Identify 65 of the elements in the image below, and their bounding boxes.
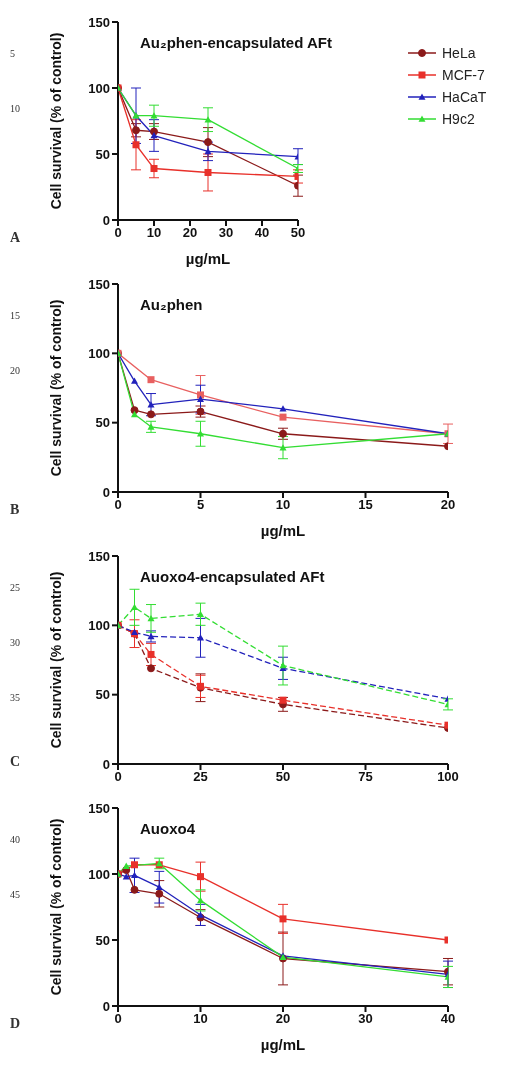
text: 30 — [10, 637, 20, 648]
legend-label: H9c2 — [442, 111, 475, 127]
text: 10 — [10, 103, 20, 114]
x-tick-label: 50 — [275, 769, 291, 785]
x-tick-label: 0 — [114, 225, 122, 241]
text: 35 — [10, 692, 20, 703]
y-tick-label: 0 — [102, 212, 110, 228]
x-tick-label: 40 — [440, 1011, 456, 1027]
x-tick-label: 20 — [275, 1011, 291, 1027]
y-tick-label: 100 — [88, 80, 110, 96]
y-tick-label: 100 — [88, 345, 110, 361]
y-tick-label: 0 — [102, 998, 110, 1014]
text: Auoxo4-encapsulated AFt — [140, 568, 325, 585]
x-tick-label: 20 — [440, 497, 456, 513]
x-tick-label: 0 — [114, 769, 122, 785]
y-tick-label: 150 — [88, 800, 110, 816]
text: 5 — [10, 48, 15, 59]
y-tick-label: 50 — [95, 932, 110, 948]
y-tick-label: 100 — [88, 866, 110, 882]
y-axis-title: Cell survival (% of control) — [47, 571, 64, 749]
x-tick-label: 30 — [218, 225, 234, 241]
legend-label: HeLa — [442, 45, 476, 61]
text: 25 — [10, 582, 20, 593]
x-tick-label: 0 — [114, 1011, 122, 1027]
x-axis-title: µg/mL — [260, 1036, 306, 1053]
x-tick-label: 50 — [290, 225, 306, 241]
x-tick-label: 10 — [193, 1011, 208, 1027]
x-tick-label: 0 — [114, 497, 122, 513]
text: 45 — [10, 889, 20, 900]
x-axis-title: µg/mL — [260, 522, 306, 539]
x-axis-title: µg/mL — [185, 250, 231, 267]
x-tick-label: 5 — [196, 497, 205, 513]
y-axis-title: Cell survival (% of control) — [47, 818, 64, 996]
x-tick-label: 10 — [275, 497, 291, 513]
legend-label: MCF-7 — [442, 67, 485, 83]
text: 40 — [10, 834, 20, 845]
y-tick-label: 150 — [88, 14, 110, 30]
y-tick-label: 150 — [88, 276, 110, 292]
text: 15 — [10, 310, 20, 321]
x-tick-label: 25 — [193, 769, 208, 785]
y-tick-label: 100 — [88, 617, 110, 633]
x-tick-label: 100 — [437, 769, 459, 785]
x-tick-label: 15 — [358, 497, 373, 513]
text: Au₂phen-encapsulated AFt — [140, 34, 332, 51]
y-tick-label: 150 — [88, 548, 110, 564]
text: 20 — [10, 365, 20, 376]
y-tick-label: 50 — [95, 687, 110, 703]
y-tick-label: 50 — [95, 415, 110, 431]
x-tick-label: 20 — [182, 225, 198, 241]
text: Auoxo4 — [140, 820, 196, 837]
y-tick-label: 50 — [95, 146, 110, 162]
x-tick-label: 10 — [146, 225, 162, 241]
y-axis-title: Cell survival (% of control) — [47, 32, 64, 210]
y-tick-label: 0 — [102, 484, 110, 500]
y-axis-title: Cell survival (% of control) — [47, 299, 64, 477]
text: B — [10, 502, 20, 518]
x-tick-label: 40 — [254, 225, 270, 241]
legend-label: HaCaT — [442, 89, 487, 105]
text: D — [10, 1016, 21, 1032]
text: C — [10, 754, 21, 770]
x-tick-label: 30 — [358, 1011, 373, 1027]
x-tick-label: 75 — [358, 769, 373, 785]
text: Au₂phen — [140, 296, 203, 313]
text: A — [10, 230, 21, 246]
y-tick-label: 0 — [102, 756, 110, 772]
